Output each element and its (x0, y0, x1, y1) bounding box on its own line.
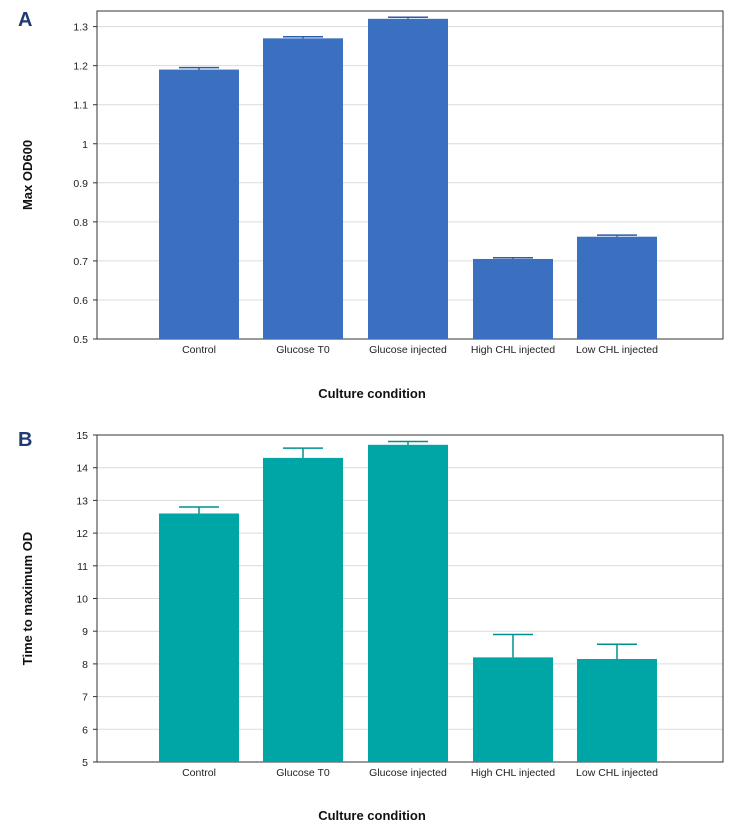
category-label: Glucose injected (369, 767, 447, 779)
category-label: Glucose injected (369, 344, 447, 356)
y-tick-label: 11 (77, 561, 88, 573)
category-label: Low CHL injected (576, 344, 658, 356)
y-tick-label: 8 (82, 659, 88, 671)
y-tick-label: 12 (76, 528, 88, 540)
x-axis-title: Culture condition (318, 808, 426, 823)
bar-low-chl-injected (577, 658, 657, 762)
y-tick-label: 0.6 (73, 295, 88, 307)
bar-control (159, 513, 239, 762)
bar-high-chl-injected (473, 258, 553, 339)
y-tick-label: 9 (82, 626, 88, 638)
x-axis-title: Culture condition (318, 386, 426, 401)
y-tick-label: 1.1 (73, 100, 88, 112)
category-label: Low CHL injected (576, 767, 658, 779)
y-tick-label: 5 (82, 757, 88, 769)
y-tick-label: 14 (76, 463, 88, 475)
category-label: High CHL injected (471, 767, 555, 779)
category-label: High CHL injected (471, 344, 555, 356)
category-label: Control (182, 767, 216, 779)
y-tick-label: 1.3 (73, 22, 88, 34)
bar-high-chl-injected (473, 657, 553, 762)
bar-glucose-injected (368, 444, 448, 762)
category-label: Glucose T0 (276, 344, 330, 356)
y-tick-label: 0.9 (73, 178, 88, 190)
y-tick-label: 10 (76, 594, 88, 606)
bar-glucose-t0 (263, 457, 343, 762)
bar-control (159, 69, 239, 340)
y-tick-label: 7 (82, 692, 88, 704)
y-tick-label: 0.7 (73, 256, 88, 268)
bar-glucose-injected (368, 18, 448, 340)
bar-glucose-t0 (263, 38, 343, 339)
y-tick-label: 0.8 (73, 217, 88, 229)
category-label: Glucose T0 (276, 767, 330, 779)
panel-letter-a: A (18, 9, 32, 31)
y-tick-label: 0.5 (73, 334, 88, 346)
y-tick-label: 13 (76, 495, 88, 507)
y-axis-title: Max OD600 (20, 140, 35, 210)
panel-letter-b: B (18, 429, 32, 451)
y-tick-label: 15 (76, 430, 88, 442)
category-label: Control (182, 344, 216, 356)
y-tick-label: 1 (82, 139, 88, 151)
y-tick-label: 6 (82, 724, 88, 736)
panel-a: A 0.5 0.6 0.7 0.8 0.9 1 1.1 1.2 1.3 Control Glucose… (18, 9, 724, 401)
panel-b: B 5 6 7 8 9 10 11 12 13 14 15 Control Glucose T0 Gluco… (18, 429, 724, 823)
y-axis-title: Time to maximum OD (20, 532, 35, 665)
y-tick-label: 1.2 (73, 61, 88, 73)
bar-low-chl-injected (577, 236, 657, 339)
